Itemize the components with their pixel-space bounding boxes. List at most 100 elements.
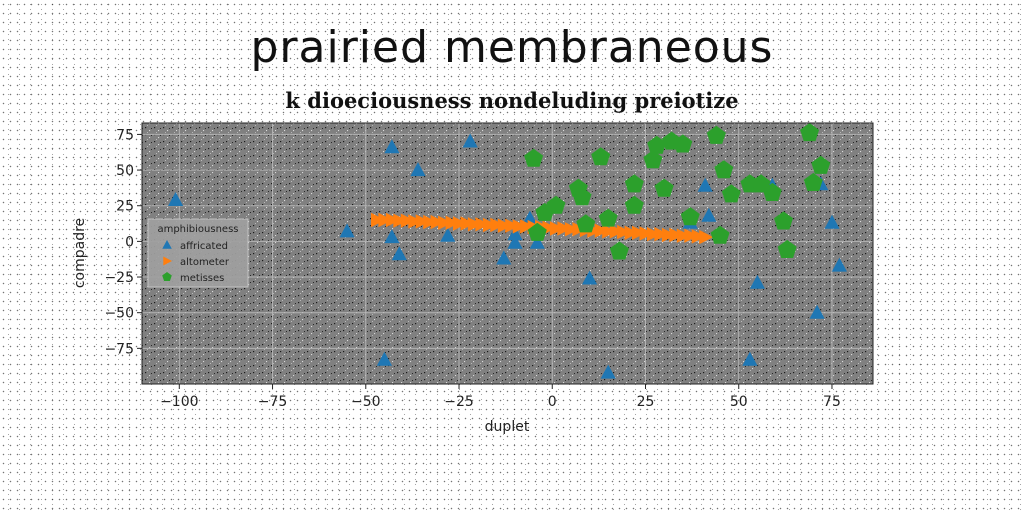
altometer-point — [408, 214, 423, 229]
metisses-point — [680, 207, 700, 226]
altometer-point — [505, 218, 520, 233]
altometer-point — [617, 224, 632, 240]
altometer-point — [647, 227, 661, 242]
chart-subtitle: k dioeciousness nondeluding preiotize — [285, 88, 739, 113]
altometer-point — [557, 221, 572, 236]
plot-frame — [141, 122, 874, 385]
y-axis-label: compadre — [72, 218, 88, 288]
metisses-point — [774, 211, 793, 230]
altometer-point — [564, 222, 579, 237]
altometer-point — [423, 214, 438, 230]
altometer-point — [661, 227, 676, 243]
altometer-point — [430, 214, 445, 230]
x-tick-label: 0 — [548, 394, 557, 410]
altometer-point — [460, 216, 475, 231]
data-points — [168, 123, 847, 379]
metisses-point — [527, 222, 547, 241]
affricated-point — [496, 250, 512, 265]
altometer-point — [594, 223, 609, 238]
affricated-point — [824, 214, 840, 229]
x-tick-label: −100 — [160, 394, 198, 410]
legend-label-altometer: altometer — [180, 257, 230, 268]
legend-marker-affricated — [162, 240, 172, 249]
affricated-point — [507, 226, 523, 241]
legend-marker-metisses — [162, 272, 172, 281]
x-tick-label: 75 — [823, 394, 841, 410]
affricated-point — [529, 234, 545, 249]
affricated-point — [384, 139, 400, 154]
metisses-point — [803, 172, 823, 191]
affricated-point — [168, 192, 184, 206]
altometer-point — [475, 217, 490, 232]
legend-label-affricated: affricated — [180, 241, 228, 252]
x-tick-label: 25 — [637, 394, 655, 410]
metisses-point — [624, 174, 644, 193]
metisses-point — [800, 123, 820, 142]
metisses-point — [572, 187, 592, 206]
metisses-point — [721, 184, 741, 203]
altometer-point — [467, 217, 482, 232]
altometer-point — [453, 216, 467, 231]
metisses-point — [546, 195, 566, 214]
affricated-point — [507, 234, 523, 249]
y-tick-label: −75 — [104, 341, 134, 357]
altometer-point — [676, 228, 691, 243]
grid-lines — [142, 123, 873, 384]
metisses-point — [524, 148, 544, 167]
affricated-point — [831, 257, 847, 272]
affricated-point — [701, 207, 717, 222]
affricated-point — [376, 351, 392, 366]
altometer-point — [445, 215, 460, 230]
x-tick-label: 50 — [730, 394, 748, 410]
metisses-point — [706, 125, 726, 144]
metisses-point — [624, 195, 644, 214]
legend-label-metisses: metisses — [180, 273, 224, 284]
altometer-point — [699, 229, 714, 245]
altometer-point — [684, 228, 699, 243]
legend-marker-altometer — [163, 256, 172, 266]
y-tick-label: 25 — [116, 199, 134, 215]
metisses-point — [762, 182, 782, 201]
y-tick-label: 0 — [125, 234, 134, 250]
chart-title: prairied membraneous — [250, 22, 774, 73]
x-tick-label: −25 — [444, 394, 474, 410]
legend-title: amphibiousness — [157, 224, 238, 235]
altometer-point — [393, 213, 408, 228]
altometer-point — [691, 229, 706, 244]
y-axis-ticks: −75 −50 −25 0 25 50 75 — [104, 127, 142, 357]
altometer-point — [520, 219, 535, 234]
y-tick-label: −50 — [104, 306, 134, 322]
affricated-point — [742, 351, 758, 366]
metisses-point — [576, 214, 596, 233]
affricated-point — [697, 177, 713, 192]
altometer-point — [512, 219, 527, 234]
altometer-point — [415, 214, 430, 229]
altometer-point — [378, 212, 393, 228]
affricated-point — [440, 227, 456, 242]
affricated-point — [462, 133, 478, 148]
affricated-point — [391, 246, 407, 261]
legend: amphibiousness affricated altometer metiss… — [147, 218, 249, 288]
y-tick-label: 75 — [116, 127, 134, 143]
altometer-point — [490, 217, 505, 233]
altometer-point — [602, 224, 617, 239]
metisses-point — [609, 241, 629, 260]
altometer-point — [632, 225, 646, 240]
metisses-point — [643, 150, 663, 169]
altometer-point — [400, 213, 415, 228]
altometer-point — [639, 226, 654, 241]
y-tick-label: −25 — [104, 270, 134, 286]
affricated-point — [809, 304, 825, 319]
metisses-point — [654, 178, 674, 197]
altometer-point — [669, 227, 684, 243]
altometer-point — [482, 217, 497, 233]
affricated-point — [522, 210, 538, 225]
metisses-point — [811, 155, 831, 174]
altometer-point — [371, 212, 385, 228]
affricated-point — [410, 162, 426, 177]
altometer-point — [438, 215, 453, 230]
altometer-point — [609, 224, 624, 239]
metisses-point — [598, 208, 618, 227]
affricated-point — [384, 229, 400, 244]
